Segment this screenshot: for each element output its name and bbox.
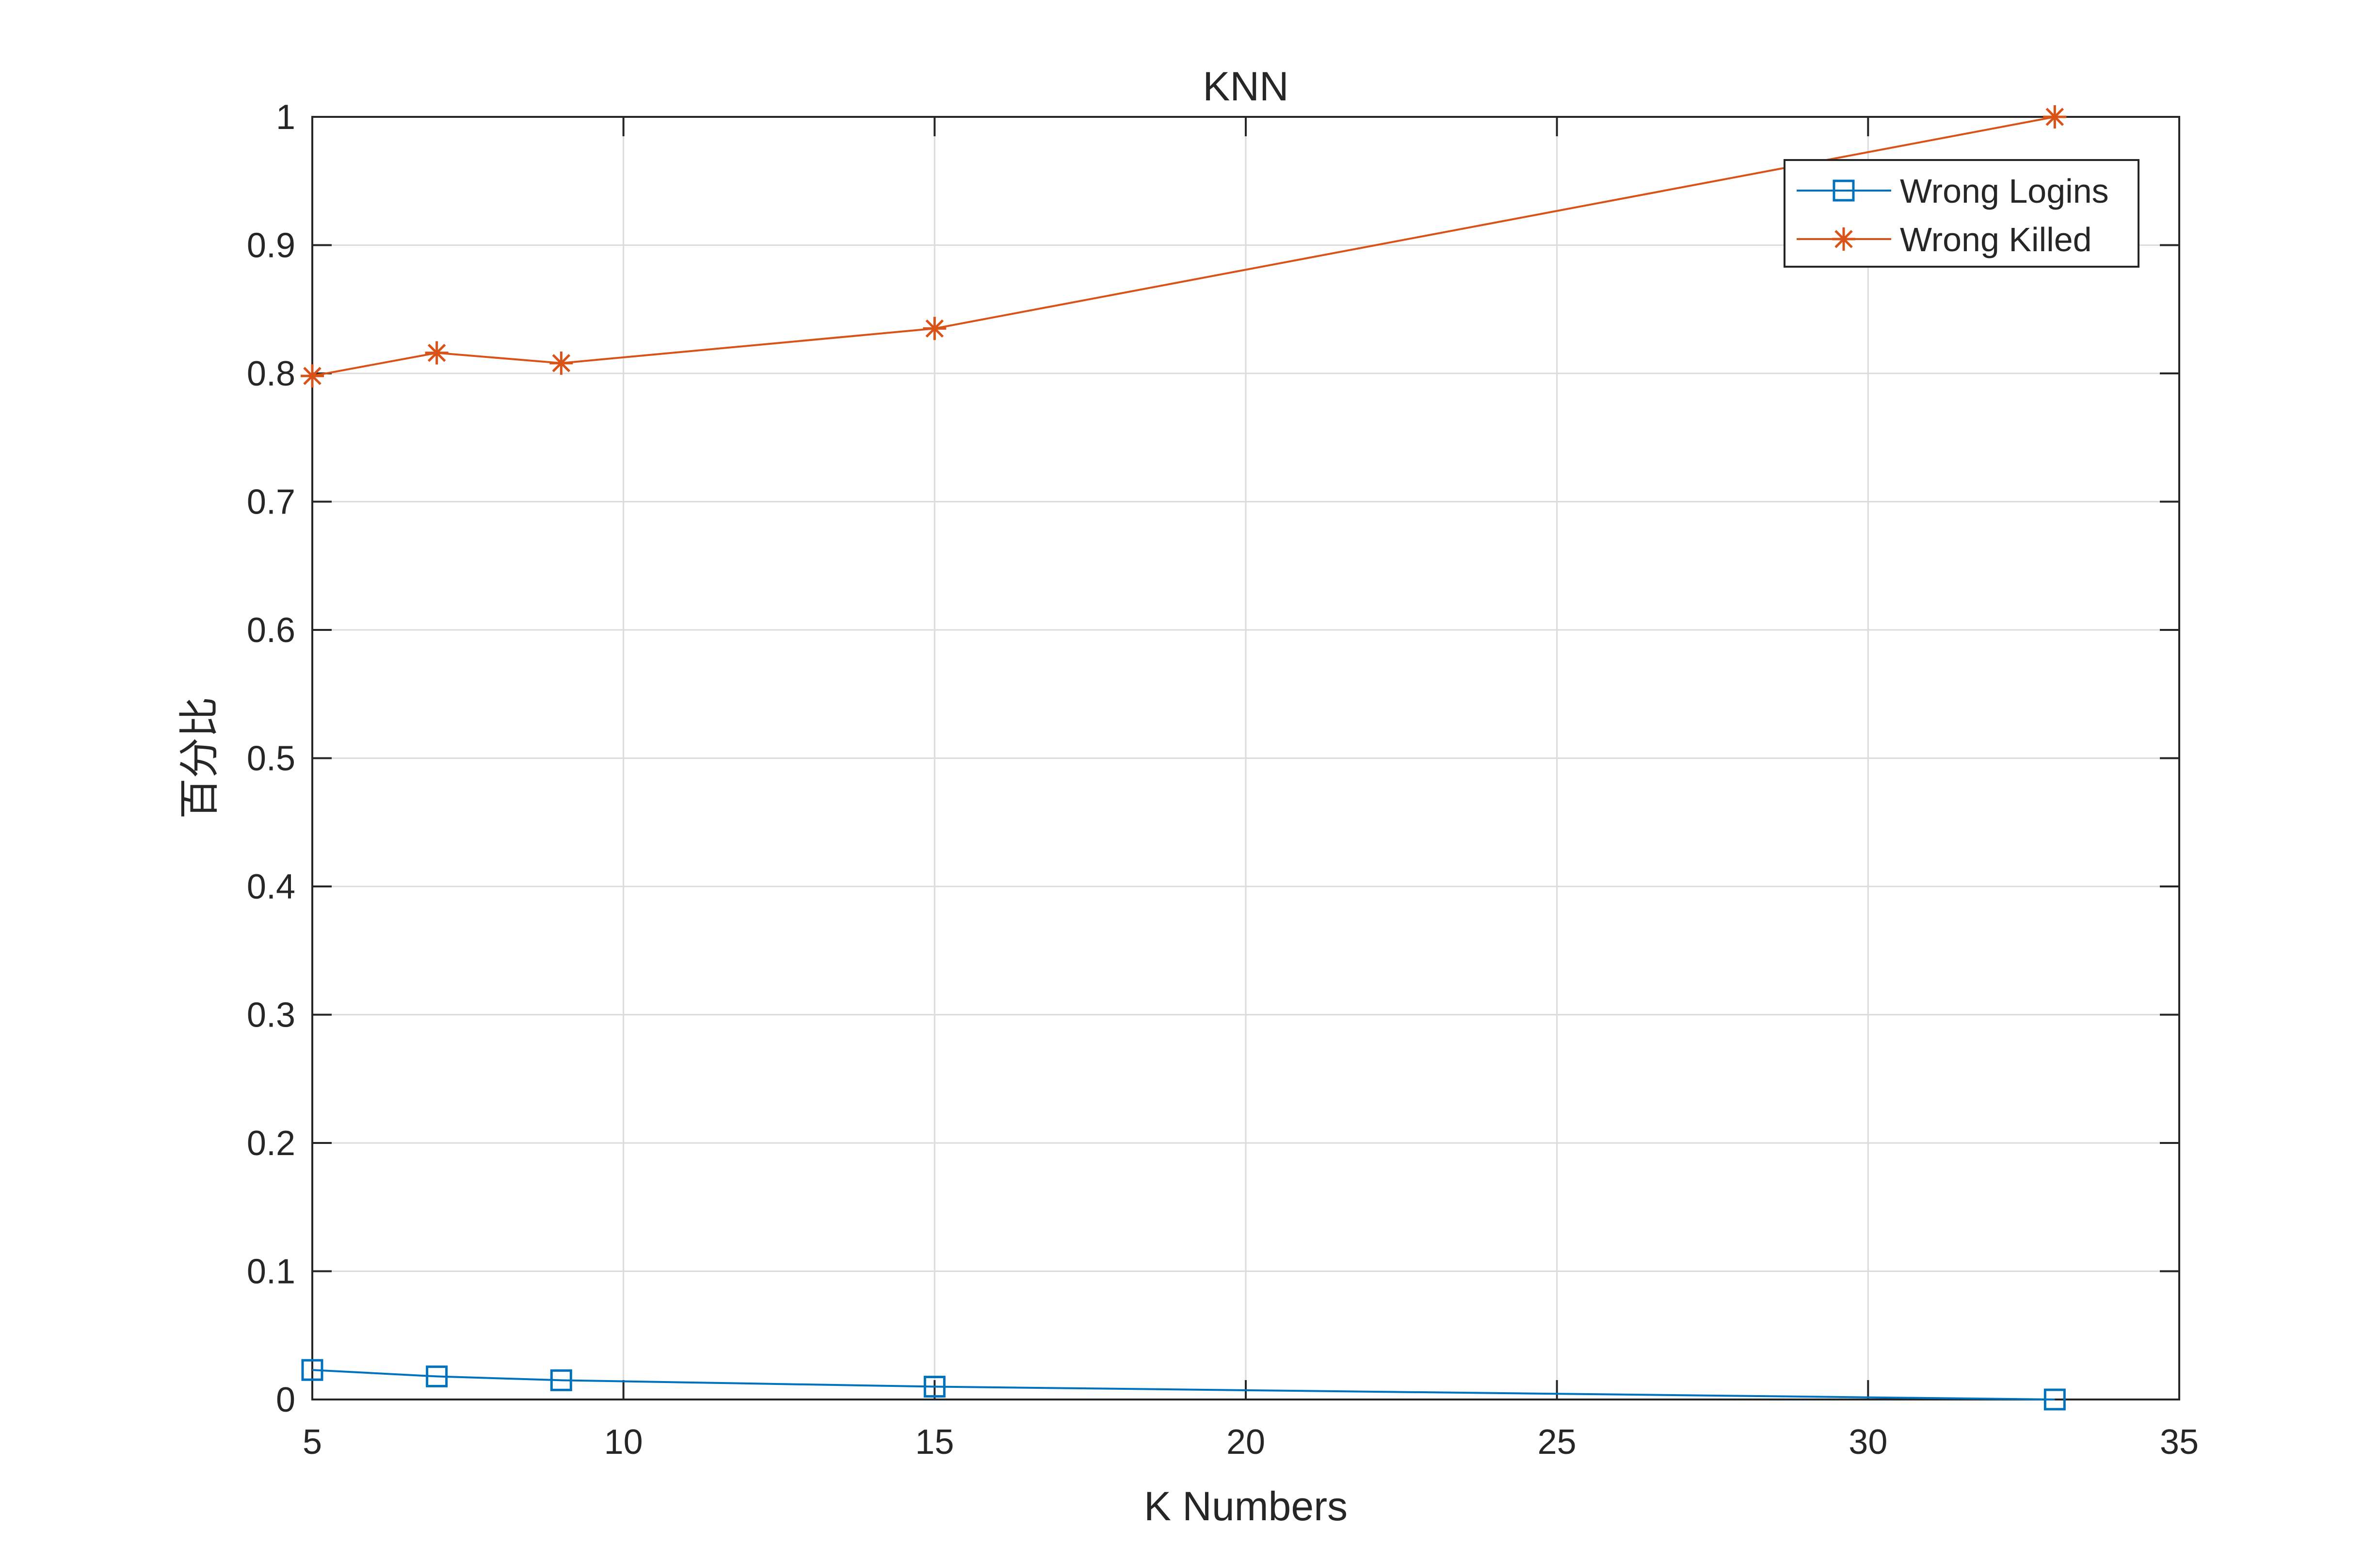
- asterisk-stroke: [552, 354, 571, 372]
- y-tick-label: 0.5: [247, 740, 295, 778]
- plot-frame: [311, 116, 2180, 1400]
- x-tick-label: 10: [604, 1423, 643, 1462]
- asterisk-stroke: [2045, 108, 2064, 126]
- data-point-wrong-logins: [301, 1359, 323, 1381]
- data-point-wrong-logins: [2043, 1388, 2066, 1411]
- data-point-wrong-logins: [923, 1376, 946, 1398]
- data-point-wrong-killed: [425, 341, 449, 365]
- x-tick-label: 15: [915, 1423, 954, 1462]
- y-tick-label: 0.4: [247, 868, 295, 906]
- asterisk-stroke: [303, 367, 322, 386]
- y-tick-labels: 0 0.1 0.2 0.3 0.4 0.5 0.6 0.7 0.8 0.9 1: [247, 98, 295, 1419]
- x-tick-label: 35: [2160, 1423, 2199, 1462]
- y-tick-label: 0.9: [247, 226, 295, 265]
- y-tick-label: 0.2: [247, 1124, 295, 1163]
- x-tick-label: 20: [1226, 1423, 1265, 1462]
- legend-marker-wrong-logins: [1833, 179, 1855, 202]
- x-tick-labels: 5 10 15 20 25 30 35: [303, 1423, 2199, 1462]
- series-layer: [301, 105, 2067, 1411]
- legend-marker-wrong-killed: [1832, 227, 1855, 251]
- asterisk-stroke: [925, 319, 944, 338]
- data-point-wrong-killed: [549, 351, 573, 375]
- x-tick-label: 25: [1538, 1423, 1576, 1462]
- series-line-wrong-logins: [312, 1369, 2055, 1400]
- y-tick-label: 0.8: [247, 354, 295, 393]
- legend-entries: Wrong Logins Wrong Killed: [1797, 172, 2109, 258]
- x-tick-label: 30: [1849, 1423, 1887, 1462]
- data-point-wrong-killed: [2043, 105, 2067, 129]
- data-point-wrong-logins: [550, 1369, 572, 1391]
- legend-label-wrong-logins: Wrong Logins: [1900, 172, 2109, 210]
- y-tick-label: 0: [276, 1381, 295, 1419]
- legend-label-wrong-killed: Wrong Killed: [1900, 221, 2092, 258]
- data-point-wrong-logins: [426, 1365, 448, 1387]
- x-axis-label: K Numbers: [1144, 1483, 1348, 1529]
- y-tick-label: 1: [276, 98, 295, 137]
- y-tick-label: 0.7: [247, 483, 295, 522]
- asterisk-stroke: [427, 343, 446, 362]
- data-point-wrong-killed: [923, 317, 947, 340]
- y-tick-label: 0.1: [247, 1253, 295, 1291]
- legend: Wrong Logins Wrong Killed: [1784, 159, 2139, 268]
- data-point-wrong-killed: [301, 364, 324, 388]
- y-tick-label: 0.3: [247, 996, 295, 1035]
- y-tick-label: 0.6: [247, 611, 295, 650]
- y-axis-label: 百分比: [177, 697, 222, 819]
- chart-title: KNN: [1203, 64, 1288, 109]
- asterisk-stroke: [1834, 230, 1853, 248]
- x-tick-label: 5: [303, 1423, 322, 1462]
